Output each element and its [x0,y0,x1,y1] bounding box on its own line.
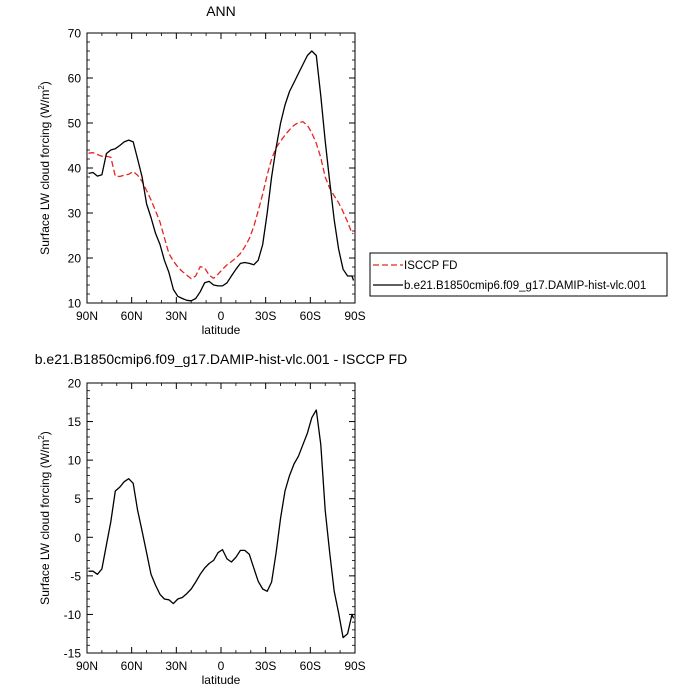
legend-box [369,252,668,297]
x-tick-label: 90S [344,309,365,323]
x-tick-label: 90N [76,309,98,323]
x-tick-label: 30N [165,309,187,323]
y-tick-label: 40 [68,162,82,176]
y-tick-label: 70 [68,27,82,41]
legend: ISCCP FD b.e21.B1850cmip6.f09_g17.DAMIP-h… [369,252,668,297]
y-axis-label-sup: 2 [37,435,46,440]
x-tick-label: 60N [121,309,143,323]
x-tick-label: 60N [121,659,143,673]
y-tick-label: 15 [68,415,82,429]
y-axis-label-end: ) [38,81,52,85]
y-tick-label: -15 [64,647,82,661]
x-tick-label: 90S [344,659,365,673]
y-axis-label-sup: 2 [37,85,46,90]
series-line-0 [88,121,354,280]
x-tick-label: 0 [218,309,225,323]
plot-frame [86,32,356,304]
y-tick-label: 20 [68,377,82,391]
y-tick-label: 20 [68,252,82,266]
x-tick-label: 90N [76,659,98,673]
y-axis-label-main: Surface LW cloud forcing (W/m [38,90,52,255]
x-tick-label: 60S [300,309,321,323]
y-axis-label: Surface LW cloud forcing (W/m2) [37,431,52,605]
y-tick-label: 5 [74,492,81,506]
panel-difference: b.e21.B1850cmip6.f09_g17.DAMIP-hist-vlc.… [35,351,407,687]
y-tick-label: -10 [64,608,82,622]
chart-title: b.e21.B1850cmip6.f09_g17.DAMIP-hist-vlc.… [35,351,407,367]
y-axis-label: Surface LW cloud forcing (W/m2) [37,81,52,255]
x-axis-label: latitude [202,673,241,687]
plot-frame [86,382,356,654]
series-line-0 [88,409,355,639]
y-axis-label-end: ) [38,431,52,435]
panel-annual-forcing: ANN 10 20 30 40 50 60 70 90N 60N 30N 0 30S 60S 90S lati… [37,3,366,337]
y-axis-label-main: Surface LW cloud forcing (W/m [38,440,52,605]
y-tick-label: 10 [68,297,82,311]
series-line-1 [88,50,355,302]
chart-title: ANN [206,3,236,19]
y-tick-label: 10 [68,454,82,468]
x-tick-label: 30N [165,659,187,673]
legend-label-1: b.e21.B1850cmip6.f09_g17.DAMIP-hist-vlc.… [404,280,646,292]
x-tick-label: 30S [255,659,276,673]
x-axis-label: latitude [202,323,241,337]
y-tick-label: 0 [74,531,81,545]
y-tick-label: 30 [68,207,82,221]
x-tick-label: 30S [255,309,276,323]
legend-label-0: ISCCP FD [404,260,457,272]
y-tick-label: -5 [70,569,81,583]
x-tick-label: 0 [218,659,225,673]
x-tick-label: 60S [300,659,321,673]
y-tick-label: 60 [68,72,82,86]
y-tick-label: 50 [68,117,82,131]
